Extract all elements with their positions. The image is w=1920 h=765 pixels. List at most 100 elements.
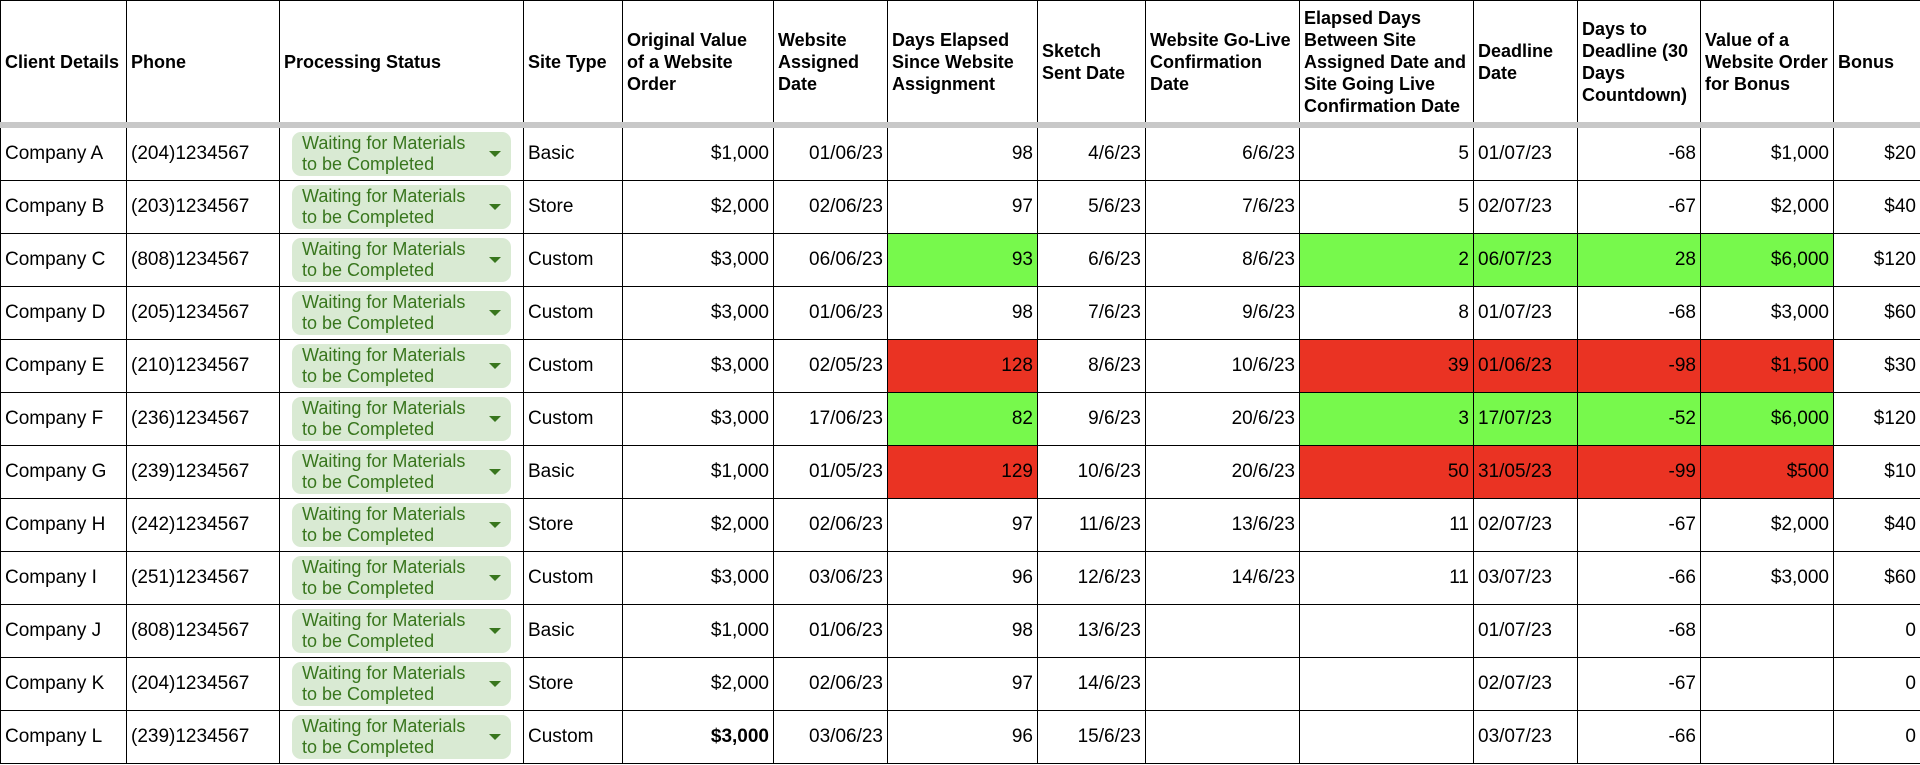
- cell: Company F: [0, 392, 127, 446]
- cell[interactable]: Waiting for Materials to be Completed: [279, 339, 524, 393]
- cell: 01/05/23: [773, 445, 888, 499]
- status-dropdown[interactable]: Waiting for Materials to be Completed: [292, 556, 511, 600]
- cell[interactable]: Waiting for Materials to be Completed: [279, 657, 524, 711]
- cell: Company C: [0, 233, 127, 287]
- cell: [1299, 604, 1474, 658]
- data-row: Company K (204)1234567 Waiting for Materia…: [0, 657, 1920, 711]
- status-dropdown[interactable]: Waiting for Materials to be Completed: [292, 185, 511, 229]
- cell: (808)1234567: [126, 233, 280, 287]
- cell: $3,000: [622, 286, 774, 340]
- cell: Custom: [523, 339, 623, 393]
- status-dropdown[interactable]: Waiting for Materials to be Completed: [292, 397, 511, 441]
- cell: $60: [1833, 551, 1920, 605]
- cell[interactable]: Waiting for Materials to be Completed: [279, 498, 524, 552]
- data-row: Company G (239)1234567 Waiting for Materia…: [0, 445, 1920, 499]
- cell: $3,000: [1700, 551, 1834, 605]
- cell: 11: [1299, 551, 1474, 605]
- cell: (205)1234567: [126, 286, 280, 340]
- cell: 6/6/23: [1145, 124, 1300, 181]
- cell[interactable]: Waiting for Materials to be Completed: [279, 604, 524, 658]
- cell: Basic: [523, 124, 623, 181]
- cell[interactable]: Waiting for Materials to be Completed: [279, 233, 524, 287]
- status-dropdown[interactable]: Waiting for Materials to be Completed: [292, 715, 511, 759]
- cell: $2,000: [622, 498, 774, 552]
- cell: Company H: [0, 498, 127, 552]
- cell: 02/06/23: [773, 498, 888, 552]
- cell: -68: [1577, 286, 1701, 340]
- cell: 8: [1299, 286, 1474, 340]
- cell: 97: [887, 180, 1038, 234]
- cell: [1700, 657, 1834, 711]
- status-dropdown[interactable]: Waiting for Materials to be Completed: [292, 609, 511, 653]
- cell: 03/07/23: [1473, 551, 1578, 605]
- cell: [1299, 710, 1474, 764]
- cell: 82: [887, 392, 1038, 446]
- cell: (242)1234567: [126, 498, 280, 552]
- cell: -99: [1577, 445, 1701, 499]
- cell: -98: [1577, 339, 1701, 393]
- cell: 11: [1299, 498, 1474, 552]
- cell: $6,000: [1700, 392, 1834, 446]
- column-header: Days to Deadline (30 Days Countdown): [1577, 0, 1701, 128]
- table-body: Company A (204)1234567 Waiting for Materia…: [0, 124, 1920, 764]
- cell: 2: [1299, 233, 1474, 287]
- cell[interactable]: Waiting for Materials to be Completed: [279, 286, 524, 340]
- cell: 01/06/23: [1473, 339, 1578, 393]
- cell: 01/07/23: [1473, 124, 1578, 181]
- cell: (204)1234567: [126, 657, 280, 711]
- cell: (210)1234567: [126, 339, 280, 393]
- cell: [1700, 604, 1834, 658]
- cell: 12/6/23: [1037, 551, 1146, 605]
- cell[interactable]: Waiting for Materials to be Completed: [279, 180, 524, 234]
- cell: 9/6/23: [1145, 286, 1300, 340]
- column-header: Processing Status: [279, 0, 524, 128]
- cell: 128: [887, 339, 1038, 393]
- cell[interactable]: Waiting for Materials to be Completed: [279, 551, 524, 605]
- cell: $6,000: [1700, 233, 1834, 287]
- column-header: Elapsed Days Between Site Assigned Date …: [1299, 0, 1474, 128]
- cell: (251)1234567: [126, 551, 280, 605]
- cell: 0: [1833, 604, 1920, 658]
- cell: [1145, 657, 1300, 711]
- cell: $40: [1833, 498, 1920, 552]
- cell: $2,000: [622, 657, 774, 711]
- status-dropdown[interactable]: Waiting for Materials to be Completed: [292, 344, 511, 388]
- cell: 02/06/23: [773, 180, 888, 234]
- cell: 9/6/23: [1037, 392, 1146, 446]
- cell: 50: [1299, 445, 1474, 499]
- cell[interactable]: Waiting for Materials to be Completed: [279, 445, 524, 499]
- status-dropdown[interactable]: Waiting for Materials to be Completed: [292, 450, 511, 494]
- column-header: Website Go-Live Confirmation Date: [1145, 0, 1300, 128]
- cell: 97: [887, 657, 1038, 711]
- cell: $20: [1833, 124, 1920, 181]
- cell: Company B: [0, 180, 127, 234]
- status-dropdown[interactable]: Waiting for Materials to be Completed: [292, 291, 511, 335]
- data-row: Company I (251)1234567 Waiting for Materia…: [0, 551, 1920, 605]
- cell[interactable]: Waiting for Materials to be Completed: [279, 392, 524, 446]
- column-header: Days Elapsed Since Website Assignment: [887, 0, 1038, 128]
- cell: $500: [1700, 445, 1834, 499]
- cell[interactable]: Waiting for Materials to be Completed: [279, 710, 524, 764]
- cell: $3,000: [622, 710, 774, 764]
- cell: 4/6/23: [1037, 124, 1146, 181]
- status-dropdown[interactable]: Waiting for Materials to be Completed: [292, 132, 511, 176]
- cell: [1700, 710, 1834, 764]
- status-dropdown[interactable]: Waiting for Materials to be Completed: [292, 662, 511, 706]
- data-row: Company C (808)1234567 Waiting for Materia…: [0, 233, 1920, 287]
- cell: 06/07/23: [1473, 233, 1578, 287]
- status-dropdown[interactable]: Waiting for Materials to be Completed: [292, 238, 511, 282]
- cell[interactable]: Waiting for Materials to be Completed: [279, 124, 524, 181]
- cell: 02/07/23: [1473, 180, 1578, 234]
- data-row: Company F (236)1234567 Waiting for Materia…: [0, 392, 1920, 446]
- cell: -67: [1577, 180, 1701, 234]
- status-dropdown[interactable]: Waiting for Materials to be Completed: [292, 503, 511, 547]
- cell: $2,000: [1700, 180, 1834, 234]
- cell: [1299, 657, 1474, 711]
- cell: (239)1234567: [126, 445, 280, 499]
- cell: $30: [1833, 339, 1920, 393]
- cell: 03/06/23: [773, 710, 888, 764]
- column-header: Bonus: [1833, 0, 1920, 128]
- data-row: Company B (203)1234567 Waiting for Materia…: [0, 180, 1920, 234]
- cell: 02/07/23: [1473, 657, 1578, 711]
- cell: (204)1234567: [126, 124, 280, 181]
